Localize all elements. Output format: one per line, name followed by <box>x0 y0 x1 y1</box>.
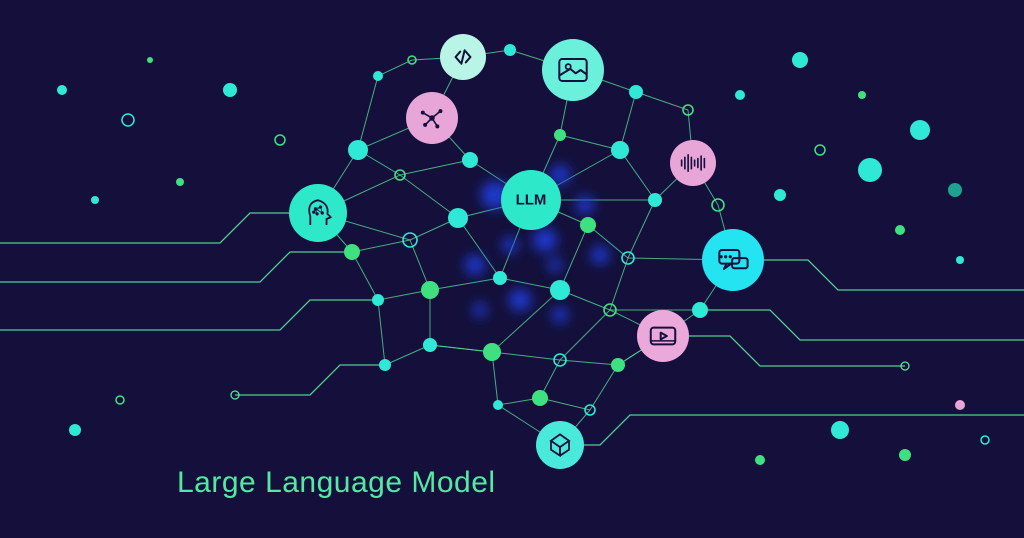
chat-icon <box>702 229 764 291</box>
cube-icon <box>536 421 584 469</box>
image-icon <box>542 39 604 101</box>
svg-text:LLM: LLM <box>516 192 547 209</box>
llm-center-node: LLM <box>501 170 561 230</box>
code-icon <box>440 34 486 80</box>
video-icon <box>637 310 689 362</box>
diagram-title: Large Language Model <box>177 466 496 500</box>
audio-icon <box>670 140 716 186</box>
molecule-icon <box>406 92 458 144</box>
head-ai-icon <box>289 184 347 242</box>
llm-brain-diagram: LLM <box>0 0 1024 538</box>
